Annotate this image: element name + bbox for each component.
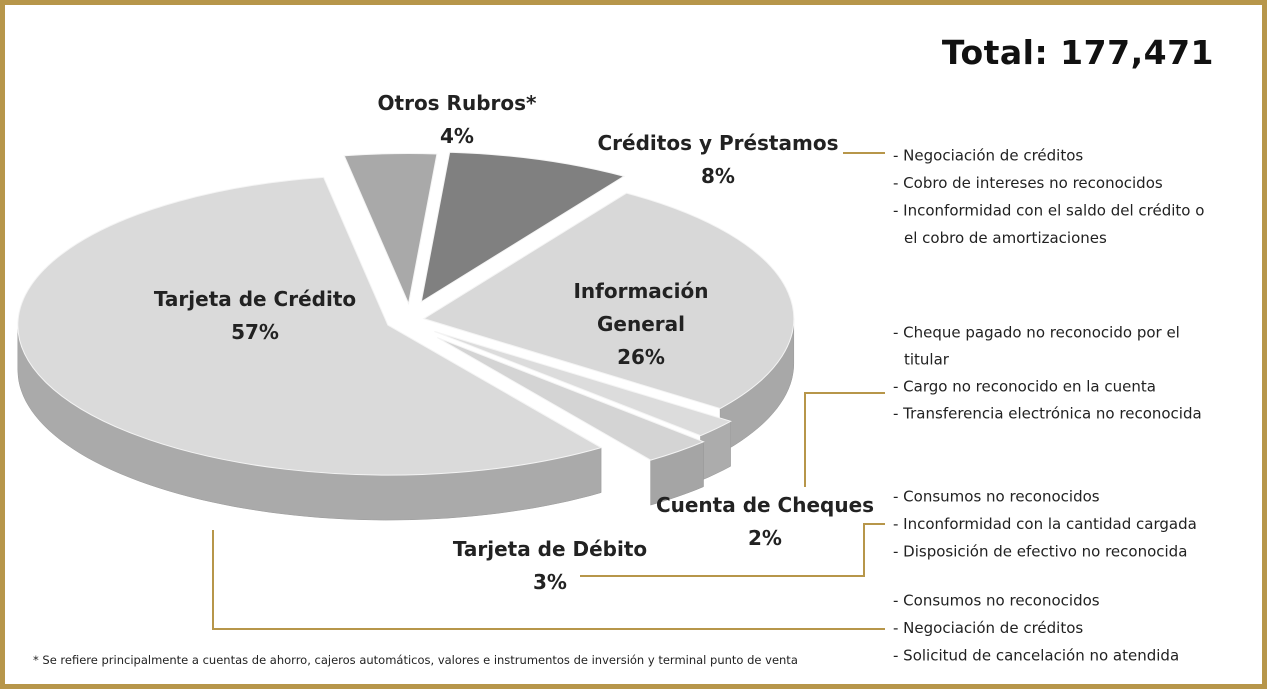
slice [434,330,732,437]
slice-value: 26% [617,345,665,369]
slice-label: Créditos y Préstamos [597,131,839,155]
slice [343,153,438,306]
note-line: - Inconformidad con la cantidad cargada [893,515,1197,533]
slice [422,192,795,410]
note-line: - Inconformidad con el saldo del crédito… [893,202,1204,220]
footnote: * Se refiere principalmente a cuentas de… [33,653,798,667]
leader-line [212,530,885,630]
slice-value: 2% [748,526,782,550]
note-line: - Transferencia electrónica no reconocid… [893,405,1202,423]
note-line: - Consumos no reconocidos [893,592,1100,610]
slice-label: Información General [573,279,709,336]
note-line: - Consumos no reconocidos [893,488,1100,506]
slice-value: 57% [231,320,279,344]
note-line: - Cobro de intereses no reconocidos [893,174,1163,192]
slice-label: Cuenta de Cheques [655,493,875,517]
note-line: el cobro de amortizaciones [904,229,1107,247]
leader-line [580,523,885,577]
note-line: titular [904,351,950,369]
leader-line [804,392,885,487]
slice-value: 3% [533,570,567,594]
slice-label: Tarjeta de Débito [452,537,648,561]
note-line: - Disposición de efectivo no reconocida [893,543,1187,561]
slice [437,337,705,461]
note-line: - Negociación de créditos [893,147,1083,165]
slice-label: Otros Rubros* [377,91,537,115]
note-line: - Cheque pagado no reconocido por el [893,324,1180,342]
note-line: - Cargo no reconocido en la cuenta [893,378,1156,396]
note-line: - Negociación de créditos [893,619,1083,637]
slice [17,176,603,476]
slice-value: 8% [701,164,735,188]
note-line: - Solicitud de cancelación no atendida [893,647,1179,665]
slice [420,151,626,303]
slice-value: 4% [440,124,474,148]
slice-label: Tarjeta de Crédito [153,287,357,311]
chart: - Negociación de créditos - Cobro de inte… [17,147,1204,665]
chart-title: Total: 177,471 [941,33,1214,72]
